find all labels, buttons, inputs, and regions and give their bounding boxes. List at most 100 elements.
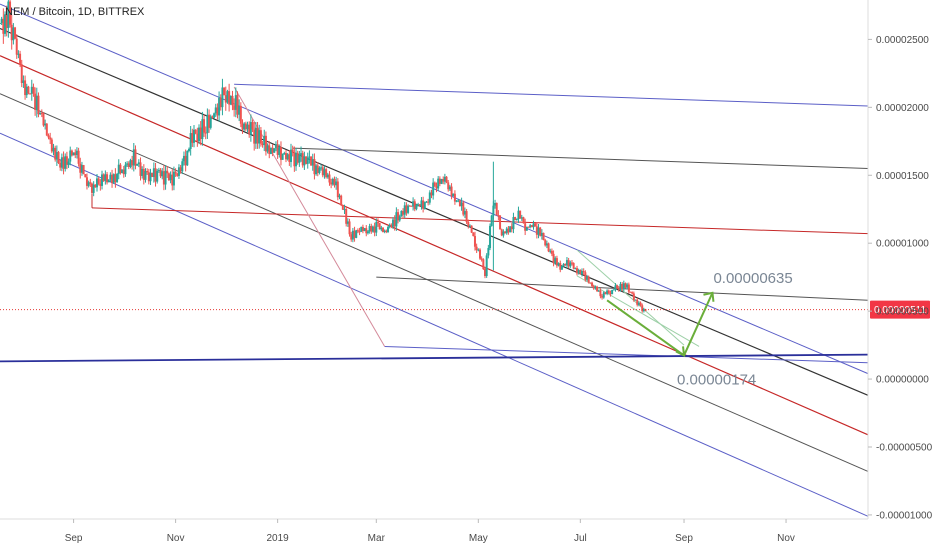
drawing-layer[interactable]	[0, 3, 869, 517]
candle-body	[313, 159, 316, 175]
candle-body	[621, 283, 624, 290]
candle-body	[87, 182, 90, 186]
candle-body	[50, 139, 53, 152]
candle-body	[206, 114, 209, 134]
candle-body	[80, 165, 83, 173]
candle-body	[519, 210, 522, 219]
candle-body	[502, 231, 505, 236]
candle-body	[139, 162, 142, 176]
candle-body	[450, 186, 453, 197]
candle-body	[97, 178, 100, 184]
candle-body	[559, 263, 562, 270]
candle-body	[116, 174, 119, 182]
candle-body	[278, 147, 281, 155]
candle-body	[607, 290, 610, 294]
candle-body	[380, 227, 383, 230]
candle-body	[428, 192, 431, 203]
candle-body	[484, 269, 487, 277]
candle-body	[554, 258, 557, 264]
candle-body	[572, 263, 575, 269]
candle-body	[248, 124, 251, 135]
candle-body	[448, 186, 451, 190]
candle-body	[323, 169, 326, 176]
candle-body	[363, 228, 366, 231]
candle-body	[310, 156, 313, 166]
candle-body	[112, 174, 115, 184]
candle-body	[34, 93, 37, 110]
channel-median-line[interactable]	[0, 27, 869, 396]
candle-body	[62, 157, 65, 169]
ray-blue-low[interactable]	[384, 345, 869, 364]
candle-body	[141, 168, 144, 176]
candle-body	[238, 105, 241, 115]
candle-body	[478, 249, 481, 259]
candle-body	[25, 86, 28, 96]
candle-body	[152, 168, 155, 177]
candle-body	[214, 107, 217, 114]
candle-body	[90, 183, 93, 193]
candle-body	[216, 107, 219, 116]
candle-body	[480, 258, 483, 260]
ray-red-mid[interactable]	[91, 207, 869, 235]
candle-body	[65, 156, 68, 165]
candle-body	[129, 160, 132, 167]
candle-body	[510, 226, 513, 230]
candle-body	[40, 112, 43, 114]
candle-body	[535, 226, 538, 235]
candle-body	[520, 217, 523, 219]
candle-body	[356, 230, 359, 232]
candle-body	[111, 174, 114, 184]
candle-body	[592, 286, 595, 289]
candle-body	[296, 152, 299, 163]
time-tick-label: Jul	[574, 533, 587, 544]
candle-body	[555, 258, 558, 266]
time-axis[interactable]: Sep Nov 2019 Mar May Jul Sep Nov	[65, 519, 795, 544]
candle-body	[634, 299, 637, 301]
candle-body	[27, 86, 30, 94]
candle-body	[293, 152, 296, 167]
candle-body	[74, 152, 77, 156]
candle-body	[494, 202, 497, 206]
candle-body	[542, 232, 545, 241]
candle-body	[443, 176, 446, 182]
candle-body	[204, 132, 207, 134]
candle-body	[636, 299, 639, 305]
candle-body	[447, 182, 450, 190]
candle-body	[532, 223, 535, 228]
candle-body	[29, 93, 32, 95]
ray-top-blue[interactable]	[234, 83, 869, 107]
candle-body	[246, 124, 249, 130]
channel-lower-red-line[interactable]	[0, 55, 869, 436]
candle-body	[472, 232, 475, 237]
candle-body	[381, 227, 384, 232]
candle-body	[316, 165, 319, 173]
green-channel-upper[interactable]	[576, 249, 685, 346]
candle-body	[284, 153, 287, 160]
candle-body	[614, 285, 617, 290]
support-line-navy[interactable]	[0, 353, 869, 363]
ray-gray-upper[interactable]	[292, 147, 869, 169]
candle-body	[505, 228, 508, 234]
candle-body	[458, 200, 461, 207]
candle-body	[393, 219, 396, 227]
candle-body	[85, 177, 88, 186]
candle-body	[437, 178, 440, 189]
candle-body	[417, 204, 420, 206]
channel-lower-gray-line[interactable]	[0, 93, 869, 472]
candle-body	[229, 95, 232, 105]
time-tick-label: Nov	[777, 533, 795, 544]
candle-body	[462, 202, 465, 215]
candle-body	[418, 204, 421, 207]
price-axis[interactable]: 0.00002500 0.00002000 0.00001500 0.00001000…	[868, 35, 932, 522]
candle-body	[440, 179, 443, 184]
candle-body	[0, 23, 1, 25]
channel-bottom-line[interactable]	[0, 132, 869, 517]
candle-body	[575, 268, 578, 274]
time-tick-label: Nov	[167, 533, 185, 544]
candle-body	[365, 228, 368, 234]
time-tick-label: Mar	[368, 533, 386, 544]
candle-body	[420, 200, 423, 207]
candle-body	[137, 162, 140, 164]
candle-body	[433, 182, 436, 187]
